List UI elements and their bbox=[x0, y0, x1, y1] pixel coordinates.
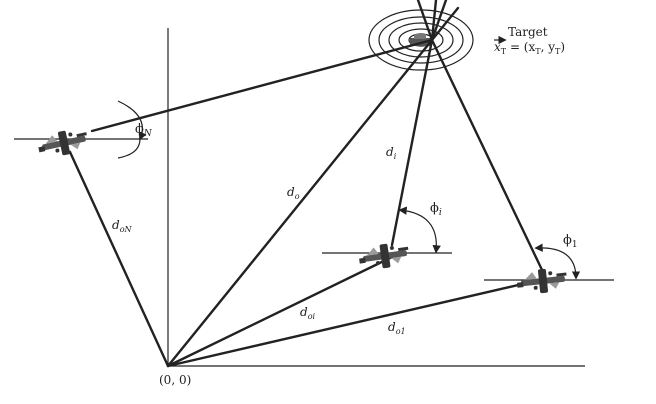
d-i-symbol: d bbox=[386, 145, 394, 159]
phi-N-symbol: ϕ bbox=[135, 122, 144, 137]
phi-1-label: ϕ1 bbox=[563, 233, 578, 250]
d-oN-sub: oN bbox=[120, 225, 133, 234]
d-o-symbol: d bbox=[287, 185, 295, 199]
phi-i-label: ϕi bbox=[430, 201, 442, 218]
d-o1-sub: o1 bbox=[396, 327, 406, 336]
line-to-target-1 bbox=[430, 38, 545, 274]
phi-1-symbol: ϕ bbox=[563, 233, 572, 248]
angle-arc-N bbox=[117, 100, 147, 141]
target-eq: = (x bbox=[506, 40, 535, 54]
d-i-sub: i bbox=[394, 152, 397, 161]
d-oN-label: doN bbox=[112, 218, 133, 234]
origin-label: (0, 0) bbox=[159, 373, 191, 387]
target-sub-x: T bbox=[535, 47, 541, 56]
angle-arc-N-lower bbox=[117, 138, 141, 159]
d-oi-label: doi bbox=[300, 305, 316, 321]
d-oi-symbol: d bbox=[300, 305, 308, 319]
phi-i-symbol: ϕ bbox=[430, 201, 439, 216]
angle-arc-1 bbox=[534, 243, 581, 280]
ray-4 bbox=[416, 0, 434, 42]
d-oN-symbol: d bbox=[112, 218, 120, 232]
d-oi-sub: oi bbox=[308, 312, 316, 321]
phi-1-sub: 1 bbox=[572, 240, 578, 250]
target-sep: , y bbox=[541, 40, 556, 54]
phi-N-label: ϕN bbox=[135, 122, 153, 139]
target-sub-y: T bbox=[555, 47, 561, 56]
d-o-label: do bbox=[287, 185, 300, 201]
ray-1 bbox=[430, 0, 438, 42]
line-to-target-N bbox=[90, 38, 434, 133]
d-o1-symbol: d bbox=[388, 320, 396, 334]
target-rings-icon bbox=[368, 9, 474, 71]
line-d-o bbox=[166, 38, 434, 368]
d-o-sub: o bbox=[295, 192, 300, 201]
target-close: ) bbox=[560, 40, 565, 54]
ray-2 bbox=[430, 0, 448, 42]
target-label: Target bbox=[508, 25, 548, 39]
phi-N-sub: N bbox=[143, 129, 153, 139]
line-d-i bbox=[390, 38, 434, 247]
line-d-oN bbox=[68, 150, 170, 368]
target-coordinate: xT = (xT, yT) bbox=[494, 40, 565, 56]
d-i-label: di bbox=[386, 145, 397, 161]
ray-3 bbox=[430, 6, 460, 42]
angle-arc-i bbox=[398, 206, 441, 254]
target-coord-x-sub: T bbox=[501, 47, 507, 56]
line-d-oi bbox=[166, 255, 394, 368]
uav-icon bbox=[36, 126, 90, 161]
d-o1-label: do1 bbox=[388, 320, 406, 336]
phi-i-sub: i bbox=[439, 208, 442, 218]
target-coord-x: x bbox=[494, 40, 501, 54]
line-d-o1 bbox=[166, 278, 542, 368]
uav-icon bbox=[357, 240, 411, 272]
uav-icon bbox=[515, 266, 569, 296]
